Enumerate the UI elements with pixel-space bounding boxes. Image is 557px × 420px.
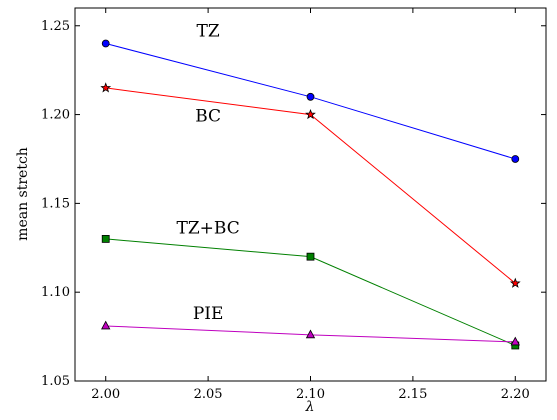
y-tick-label: 1.05 xyxy=(41,374,70,389)
data-point-bc xyxy=(100,82,112,93)
x-axis: 2.00 2.05 2.10 2.15 2.20 xyxy=(91,8,530,402)
data-point-bc xyxy=(305,108,316,120)
x-tick-label: 2.05 xyxy=(194,387,223,402)
data-point-bc xyxy=(509,277,521,288)
series-annotations: TZ BC TZ+BC PIE xyxy=(176,21,239,323)
data-point-pie xyxy=(101,320,111,330)
data-point-tz-bc xyxy=(306,252,315,261)
y-axis: 1.05 1.10 1.15 1.20 1.25 xyxy=(41,19,546,389)
series-label-bc: BC xyxy=(195,107,221,127)
series-label-tz: TZ xyxy=(197,21,220,41)
y-axis-label: mean stretch xyxy=(15,147,31,241)
plot-area xyxy=(74,7,547,382)
series-markers xyxy=(100,39,521,350)
series-label-tz-bc: TZ+BC xyxy=(176,219,239,239)
data-point-pie xyxy=(510,336,520,346)
data-point-tz-bc xyxy=(101,235,110,243)
x-tick-label: 2.10 xyxy=(296,387,325,402)
series-label-pie: PIE xyxy=(193,304,224,324)
data-point-tz xyxy=(306,92,315,101)
y-tick-label: 1.15 xyxy=(41,196,70,211)
y-tick-label: 1.25 xyxy=(41,19,70,34)
data-point-tz xyxy=(511,155,520,163)
y-tick-label: 1.20 xyxy=(41,108,70,123)
data-point-tz xyxy=(101,39,110,48)
x-tick-label: 2.00 xyxy=(91,387,120,402)
x-tick-label: 2.15 xyxy=(398,387,427,402)
y-tick-label: 1.10 xyxy=(41,285,70,300)
x-tick-label: 2.20 xyxy=(501,387,530,402)
x-axis-label: λ xyxy=(305,399,315,415)
data-point-pie xyxy=(305,329,316,339)
